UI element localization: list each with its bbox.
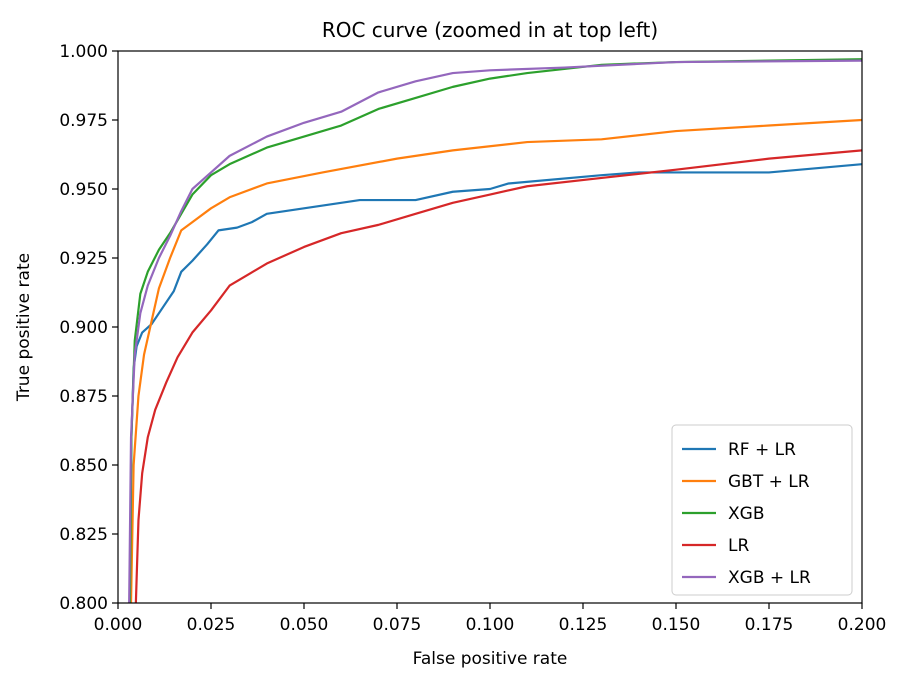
y-tick-label: 1.000 <box>59 42 108 62</box>
series-lines <box>128 58 862 603</box>
x-axis-title: False positive rate <box>413 649 568 669</box>
series-line-lr <box>134 149 862 603</box>
y-tick-label: 0.800 <box>59 594 108 614</box>
x-tick-label: 0.125 <box>559 615 608 635</box>
series-line-gbt-lr <box>129 118 862 603</box>
x-tick-label: 0.175 <box>745 615 794 635</box>
series-line-xgb-lr <box>128 59 862 603</box>
series-line-xgb <box>128 58 862 603</box>
y-axis-title: True positive rate <box>14 253 34 402</box>
axis-ticks: 0.000 0.025 0.050 0.075 0.100 0.125 0.150 0.175… <box>59 42 886 635</box>
y-tick-label: 0.950 <box>59 180 108 200</box>
legend-box <box>671 424 853 596</box>
chart-title: ROC curve (zoomed in at top left) <box>322 18 658 42</box>
series-line-rf-lr <box>128 163 862 603</box>
y-tick-label: 0.850 <box>59 456 108 476</box>
x-tick-label: 0.150 <box>652 615 701 635</box>
legend-label-xgb: XGB <box>728 504 764 524</box>
x-tick-label: 0.075 <box>373 615 422 635</box>
x-tick-label: 0.000 <box>94 615 143 635</box>
x-tick-label: 0.200 <box>838 615 887 635</box>
legend-label-rf-lr: RF + LR <box>728 440 796 460</box>
y-tick-label: 0.875 <box>59 387 108 407</box>
y-tick-label: 0.900 <box>59 318 108 338</box>
y-tick-label: 0.825 <box>59 525 108 545</box>
legend: RF + LR GBT + LR XGB LR XGB + LR <box>671 424 853 596</box>
y-tick-label: 0.975 <box>59 111 108 131</box>
legend-label-gbt-lr: GBT + LR <box>728 472 810 492</box>
legend-label-lr: LR <box>728 536 749 556</box>
x-tick-label: 0.025 <box>187 615 236 635</box>
y-tick-label: 0.925 <box>59 249 108 269</box>
legend-label-xgb-lr: XGB + LR <box>728 568 811 588</box>
x-tick-label: 0.100 <box>466 615 515 635</box>
x-tick-label: 0.050 <box>280 615 329 635</box>
